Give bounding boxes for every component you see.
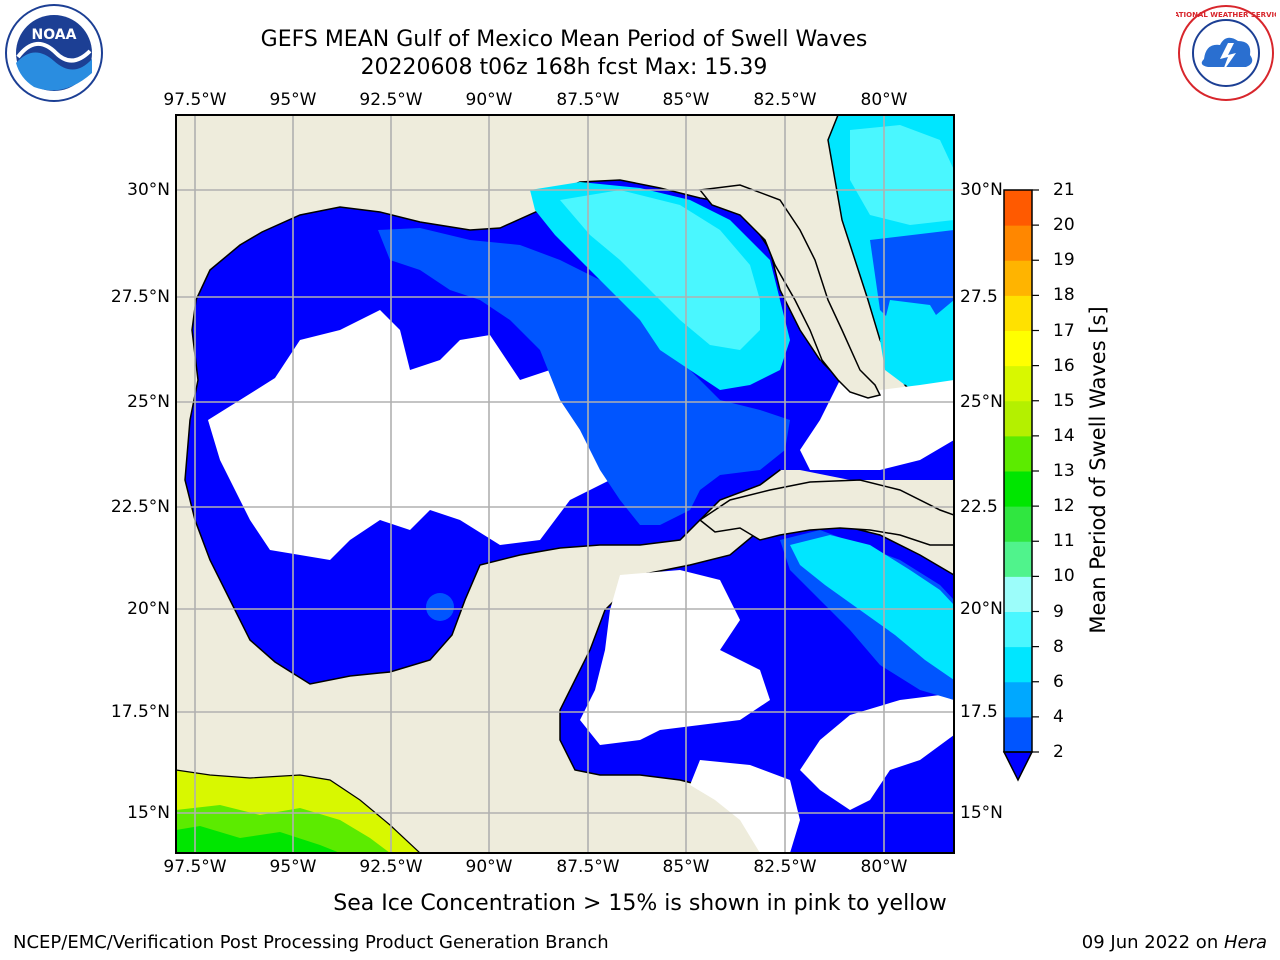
colorbar-segment [1004, 506, 1032, 542]
lon-tick-bottom: 95°W [269, 857, 317, 877]
lon-tick-bottom: 82.5°W [753, 857, 817, 877]
swell-band-4s [426, 593, 454, 621]
colorbar-tick-label: 2 [1053, 742, 1064, 762]
colorbar-tick-label: 8 [1053, 636, 1064, 657]
colorbar-tick-label: 4 [1053, 706, 1064, 727]
swell-band-6s [790, 535, 954, 680]
lat-tick-left: 15°N [127, 803, 170, 823]
lon-tick-top: 92.5°W [359, 90, 423, 110]
colorbar-segment [1004, 400, 1032, 437]
swell-band-8s [850, 125, 954, 225]
lon-tick-bottom: 90°W [465, 857, 513, 877]
colorbar-extend [1002, 751, 1034, 782]
lon-tick-top: 87.5°W [556, 90, 620, 110]
colorbar-tick-label: 15 [1053, 390, 1075, 411]
colorbar-segment [1004, 681, 1032, 718]
swell-band-8s [560, 190, 760, 350]
colorbar-tick-label: 14 [1053, 425, 1075, 446]
colorbar-tick-label: 18 [1053, 285, 1075, 306]
lon-tick-top: 82.5°W [753, 90, 817, 110]
sea-ice-note: Sea Ice Concentration > 15% is shown in … [333, 891, 947, 916]
colorbar-tick-label: 11 [1053, 531, 1075, 552]
colorbar-segment [1004, 611, 1032, 648]
colorbar-segment [1004, 295, 1032, 331]
no-data-region [800, 695, 954, 810]
lat-tick-left: 22.5°N [110, 497, 170, 517]
lat-tick-right: 30°N [960, 180, 1003, 200]
lat-tick-left: 27.5°N [110, 287, 170, 307]
colorbar-tick-label: 12 [1053, 496, 1075, 517]
colorbar-tick-label: 17 [1053, 320, 1075, 341]
footer-host: Hera [1223, 932, 1267, 953]
colorbar-segment [1004, 541, 1032, 577]
lon-tick-bottom: 97.5°W [163, 857, 227, 877]
lon-tick-top: 97.5°W [163, 90, 227, 110]
colorbar-segment [1004, 471, 1032, 507]
lat-tick-right: 25°N [960, 392, 1003, 412]
nws-logo: NATIONAL WEATHER SERVICE [1176, 5, 1276, 101]
lon-tick-top: 80°W [860, 90, 908, 110]
lat-tick-left: 20°N [127, 599, 170, 619]
graticule [176, 115, 954, 853]
colorbar-tick-label: 16 [1053, 355, 1075, 376]
colorbar-segment [1004, 190, 1032, 226]
no-data-region [580, 570, 770, 745]
map-frame [175, 114, 955, 854]
colorbar [1002, 189, 1039, 782]
noaa-logo: NOAA [5, 4, 103, 102]
colorbar-segment [1004, 646, 1032, 683]
lat-tick-right: 15°N [960, 803, 1003, 823]
colorbar-segment [1004, 260, 1032, 296]
lat-tick-left: 30°N [127, 180, 170, 200]
colorbar-tick-label: 19 [1053, 250, 1075, 271]
colorbar-segment [1004, 435, 1032, 472]
colorbar-tick-label: 9 [1053, 601, 1064, 622]
colorbar-tick-label: 10 [1053, 566, 1075, 587]
lat-tick-right: 20°N [960, 599, 1003, 619]
no-data-region [208, 310, 620, 560]
lat-tick-right: 22.5 [960, 497, 998, 517]
colorbar-title: Mean Period of Swell Waves [s] [1086, 306, 1110, 634]
lon-tick-bottom: 92.5°W [359, 857, 423, 877]
footer-credit: NCEP/EMC/Verification Post Processing Pr… [13, 932, 609, 953]
colorbar-tick-label: 20 [1053, 215, 1075, 236]
sea-ice-region [176, 826, 340, 853]
lat-tick-right: 17.5 [960, 702, 998, 722]
footer-date: 09 Jun 2022 on Hera [1082, 932, 1267, 953]
colorbar-segment [1004, 576, 1032, 612]
lat-tick-left: 25°N [127, 392, 170, 412]
map-title: GEFS MEAN Gulf of Mexico Mean Period of … [260, 27, 868, 52]
map-subtitle: 20220608 t06z 168h fcst Max: 15.39 [360, 55, 768, 80]
colorbar-tick-label: 21 [1053, 180, 1075, 200]
lon-tick-bottom: 87.5°W [556, 857, 620, 877]
swell-band-6s [880, 300, 945, 385]
noaa-logo-text: NOAA [32, 27, 77, 43]
colorbar-segment [1004, 330, 1032, 367]
colorbar-tick-label: 13 [1053, 461, 1075, 481]
lon-tick-top: 90°W [465, 90, 513, 110]
colorbar-segment [1004, 716, 1032, 753]
nws-logo-text: NATIONAL WEATHER SERVICE [1176, 11, 1276, 19]
lat-tick-left: 17.5°N [110, 702, 170, 722]
cuba-landmass [698, 479, 954, 546]
lon-tick-bottom: 85°W [662, 857, 710, 877]
lon-tick-bottom: 80°W [860, 857, 908, 877]
swell-band-4s [378, 228, 790, 525]
lon-tick-top: 85°W [662, 90, 710, 110]
no-data-region [690, 760, 800, 853]
colorbar-segment [1004, 225, 1032, 261]
florida-landmass [698, 184, 882, 399]
lon-tick-top: 95°W [269, 90, 317, 110]
colorbar-segment [1004, 365, 1032, 402]
footer-date-text: 09 Jun 2022 on [1081, 932, 1224, 953]
colorbar-tick-label: 6 [1053, 671, 1064, 692]
lat-tick-right: 27.5 [960, 287, 998, 307]
